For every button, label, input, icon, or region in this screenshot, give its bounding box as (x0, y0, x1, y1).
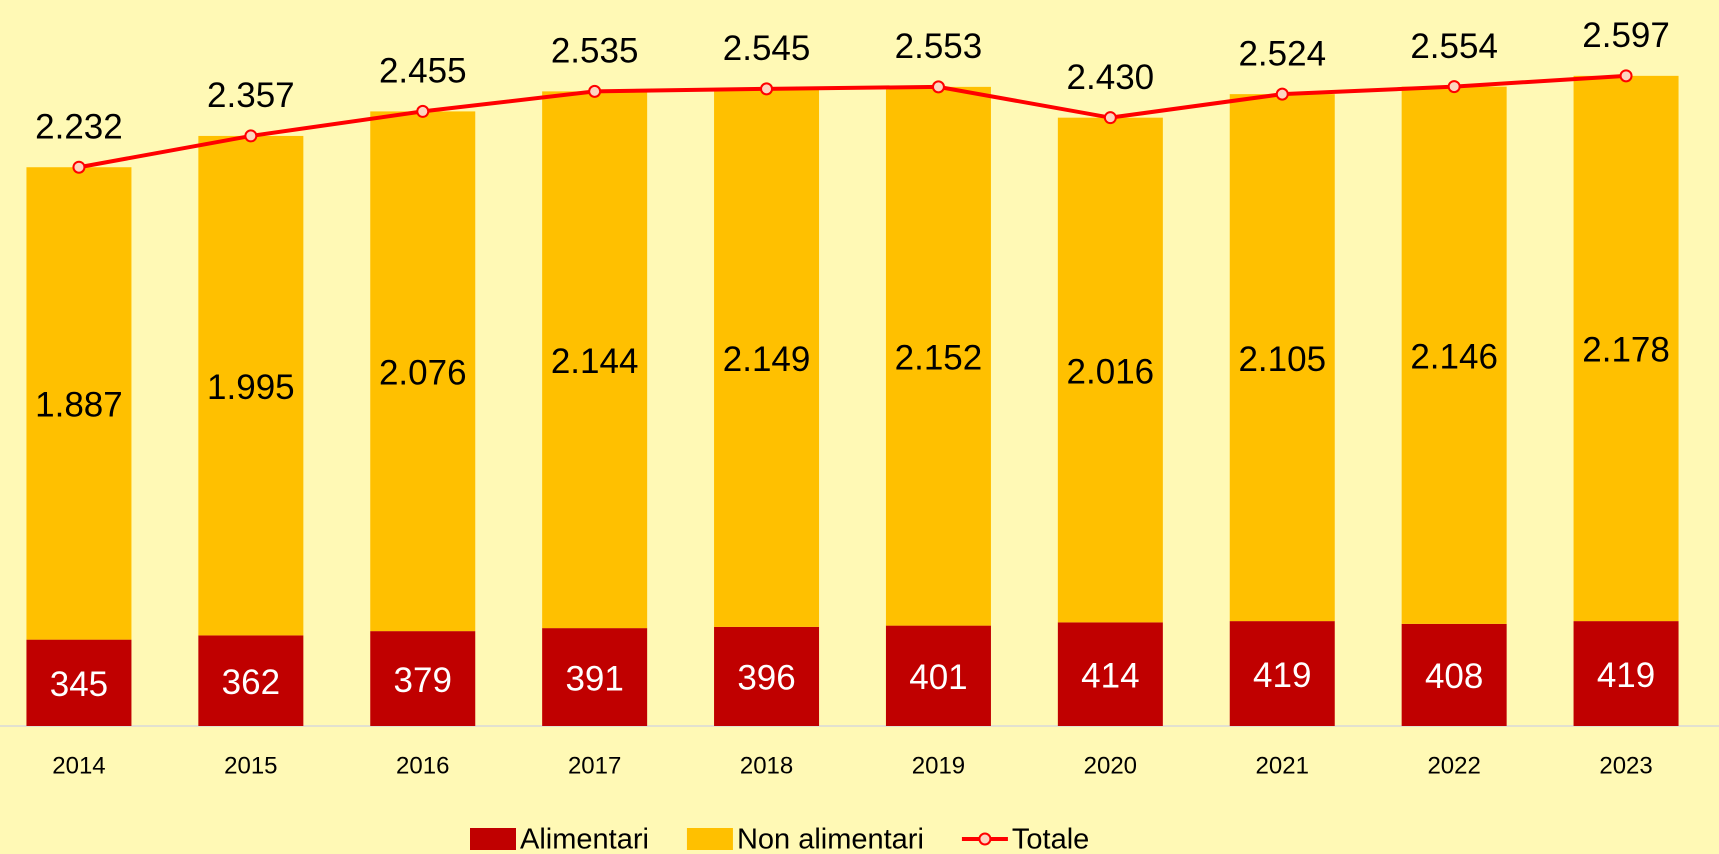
bar-segment (198, 135, 304, 636)
bar-segment (885, 625, 991, 726)
data-label: 379 (394, 661, 452, 700)
line (78, 73, 1627, 170)
total-label: 2.455 (379, 52, 467, 91)
line-marker (588, 84, 602, 98)
data-label: 345 (50, 665, 108, 704)
bar-segment (1229, 621, 1335, 726)
x-tick-label: 2023 (1599, 752, 1652, 779)
bar-segment (1573, 621, 1679, 726)
data-label: 2.076 (379, 354, 467, 393)
x-tick-label: 2016 (396, 752, 449, 779)
line-marker (244, 129, 258, 143)
total-label: 2.232 (35, 107, 123, 146)
x-tick-label: 2020 (1084, 752, 1137, 779)
bar-segment (1057, 622, 1163, 726)
x-tick-label: 2019 (912, 752, 965, 779)
line-marker (1619, 69, 1633, 83)
data-label: 419 (1253, 656, 1311, 695)
bar-segment (1229, 94, 1335, 622)
data-label: 2.105 (1238, 340, 1326, 379)
data-label: 414 (1081, 656, 1139, 695)
legend-label: Alimentari (520, 824, 649, 854)
total-label: 2.430 (1067, 58, 1155, 97)
total-label: 2.545 (723, 29, 811, 68)
x-tick-label: 2017 (568, 752, 621, 779)
bar-segment (26, 639, 132, 726)
total-label: 2.524 (1238, 34, 1326, 73)
bar-segment (1057, 117, 1163, 623)
bar-segment (370, 631, 476, 726)
legend-label: Non alimentari (737, 824, 924, 854)
x-tick-label: 2014 (52, 752, 105, 779)
data-label: 2.016 (1067, 352, 1155, 391)
bar-segment (1401, 623, 1507, 726)
total-label: 2.357 (207, 76, 295, 115)
bar-segment (714, 626, 820, 726)
data-label: 401 (909, 658, 967, 697)
x-tick-label: 2022 (1427, 752, 1480, 779)
bar-segment (198, 635, 304, 726)
data-label: 362 (222, 663, 280, 702)
line-marker (1447, 80, 1461, 94)
data-label: 419 (1597, 656, 1655, 695)
data-label: 396 (737, 659, 795, 698)
total-label: 2.553 (895, 27, 983, 66)
bar-segment (370, 111, 476, 632)
bar-segment (1573, 75, 1679, 622)
bar-segment (26, 167, 132, 640)
bar-segment (542, 91, 648, 629)
data-label: 2.149 (723, 340, 811, 379)
x-tick-label: 2018 (740, 752, 793, 779)
data-label: 1.887 (35, 386, 123, 425)
line-marker (1275, 87, 1289, 101)
line-marker (1103, 111, 1117, 125)
line-marker (416, 104, 430, 118)
data-label: 1.995 (207, 368, 295, 407)
legend-marker (978, 832, 992, 846)
total-label: 2.554 (1410, 27, 1498, 66)
bar-segment (1401, 86, 1507, 624)
legend-label: Totale (1012, 824, 1089, 854)
data-label: 2.152 (895, 338, 983, 377)
line-marker (72, 160, 86, 174)
bar-segment (885, 86, 991, 626)
x-tick-label: 2015 (224, 752, 277, 779)
data-label: 408 (1425, 657, 1483, 696)
legend-swatch (470, 828, 516, 850)
total-label: 2.535 (551, 32, 639, 71)
legend-swatch (686, 828, 733, 850)
line-marker (760, 82, 774, 96)
bar-segment (714, 88, 820, 627)
data-label: 2.178 (1582, 331, 1670, 370)
x-tick-label: 2021 (1256, 752, 1309, 779)
data-label: 391 (565, 659, 623, 698)
data-label: 2.146 (1410, 337, 1498, 376)
bar-segment (542, 628, 648, 726)
line-marker (931, 80, 945, 94)
total-label: 2.597 (1582, 16, 1670, 55)
data-label: 2.144 (551, 342, 639, 381)
